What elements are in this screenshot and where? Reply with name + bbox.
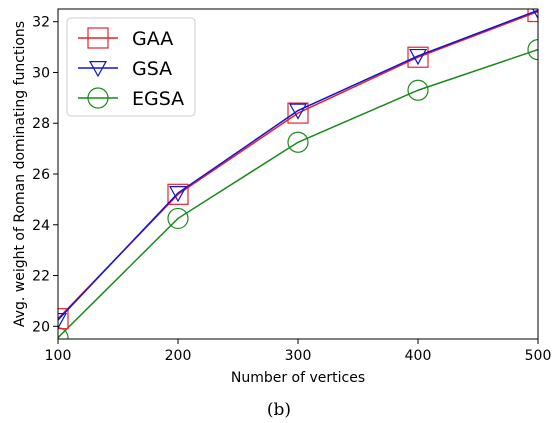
y-axis-label: Avg. weight of Roman dominating function… xyxy=(12,21,28,327)
legend-marker-gaa xyxy=(87,27,109,49)
y-tick-label: 22 xyxy=(32,269,50,285)
point-gsa xyxy=(288,103,308,120)
point-egsa xyxy=(407,79,429,101)
figure-caption: (b) xyxy=(266,400,292,420)
legend-marker-egsa xyxy=(87,87,109,109)
point-gaa xyxy=(58,308,69,330)
y-tick-label: 28 xyxy=(32,116,50,132)
legend-label-egsa: EGSA xyxy=(132,88,184,110)
series-line-egsa xyxy=(58,48,538,339)
point-egsa xyxy=(167,207,189,230)
legend-frame xyxy=(66,17,196,117)
y-tick-label: 32 xyxy=(32,15,50,31)
y-tick-label: 24 xyxy=(32,218,50,234)
series-line-gsa xyxy=(58,9,538,321)
legend-label-gsa: GSA xyxy=(132,58,172,80)
y-tick-label: 30 xyxy=(32,65,50,81)
legend: GAA GSA EGSA xyxy=(66,17,196,117)
x-axis-label: Number of vertices xyxy=(231,370,365,386)
x-tick-label: 100 xyxy=(45,348,72,364)
point-egsa xyxy=(287,131,309,153)
x-tick-label: 500 xyxy=(525,348,552,364)
point-gsa xyxy=(532,9,538,20)
point-gaa xyxy=(287,102,309,124)
point-gaa xyxy=(407,46,429,68)
point-egsa xyxy=(527,39,538,61)
point-egsa xyxy=(58,327,69,339)
point-gaa xyxy=(167,183,189,205)
y-tick-label: 26 xyxy=(32,167,50,183)
line-chart: 100 200 300 400 500 20 22 24 26 28 30 32 Number of … xyxy=(12,8,552,386)
legend-marker-gsa xyxy=(88,60,108,78)
legend-label-gaa: GAA xyxy=(132,28,173,50)
point-gsa xyxy=(408,48,428,66)
point-gsa xyxy=(168,186,188,203)
x-tick-label: 200 xyxy=(165,348,192,364)
point-gsa xyxy=(58,312,68,330)
x-tick-label: 400 xyxy=(405,348,432,364)
x-tick-label: 300 xyxy=(285,348,312,364)
point-gaa xyxy=(527,9,538,23)
y-tick-label: 20 xyxy=(32,319,50,335)
